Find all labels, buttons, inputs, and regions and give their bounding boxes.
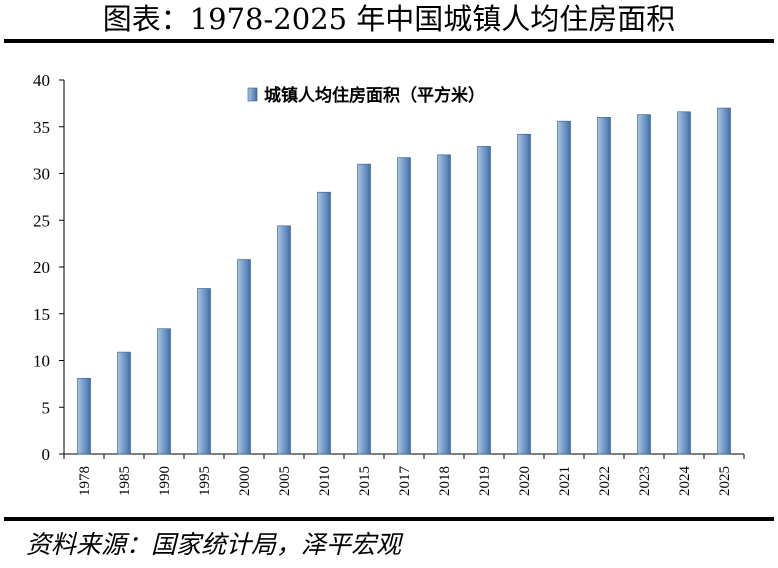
- x-tick-label: 2000: [237, 466, 253, 496]
- bars: [77, 107, 731, 455]
- bar-2025: [717, 107, 731, 455]
- y-tick-label: 0: [42, 445, 51, 464]
- y-tick-label: 25: [33, 211, 50, 230]
- bar-2010: [317, 191, 331, 455]
- x-tick-label: 2020: [517, 466, 533, 496]
- x-tick-label: 2021: [557, 466, 573, 496]
- bar-1978: [77, 377, 91, 455]
- y-tick-label: 30: [33, 165, 50, 184]
- bar-2005: [277, 225, 291, 455]
- bar-2015: [357, 163, 371, 455]
- x-tick-label: 2019: [477, 466, 493, 496]
- x-tick-label: 2017: [397, 466, 413, 497]
- x-tick-label: 2024: [677, 466, 693, 497]
- x-tick-label: 2018: [437, 466, 453, 496]
- x-tick-label: 1978: [77, 466, 93, 496]
- y-tick-label: 10: [33, 352, 50, 371]
- x-tick-label: 2022: [597, 466, 613, 496]
- bar-2018: [437, 154, 451, 455]
- page-title: 图表：1978-2025 年中国城镇人均住房面积: [102, 2, 676, 36]
- bar-2022: [597, 117, 611, 455]
- bar-2017: [397, 157, 411, 455]
- x-tick-label: 1990: [157, 466, 173, 496]
- bar-1990: [157, 328, 171, 455]
- source-divider: [4, 517, 774, 521]
- bar-1985: [117, 351, 131, 455]
- legend: 城镇人均住房面积（平方米）: [247, 85, 485, 105]
- source-note: 资料来源：国家统计局，泽平宏观: [26, 530, 402, 559]
- title-divider: [4, 39, 774, 43]
- y-tick-label: 15: [33, 305, 50, 324]
- bar-2020: [517, 133, 531, 455]
- x-tick-label: 2005: [277, 466, 293, 496]
- y-tick-label: 20: [33, 258, 50, 277]
- x-tick-label: 1985: [117, 466, 133, 496]
- legend-swatch: [247, 87, 258, 102]
- x-tick-label: 2023: [637, 466, 653, 496]
- y-tick-label: 40: [33, 71, 50, 90]
- y-axis: 0 5 10 15 20 25 30 35 40: [33, 71, 65, 464]
- y-tick-label: 35: [33, 118, 50, 137]
- x-tick-label: 1995: [197, 466, 213, 496]
- bar-2000: [237, 259, 251, 455]
- bar-2021: [557, 120, 571, 455]
- x-axis: 1978 1985 1990 1995 2000 2005 2010 2015 2017 2018…: [63, 453, 745, 497]
- legend-label: 城镇人均住房面积（平方米）: [264, 85, 485, 105]
- x-tick-label: 2025: [717, 466, 733, 496]
- bar-2023: [637, 114, 651, 455]
- x-tick-label: 2010: [317, 466, 333, 496]
- x-tick-label: 2015: [357, 466, 373, 496]
- bar-2019: [477, 146, 491, 455]
- y-tick-label: 5: [42, 398, 51, 417]
- bar-1995: [197, 288, 211, 455]
- bar-2024: [677, 111, 691, 455]
